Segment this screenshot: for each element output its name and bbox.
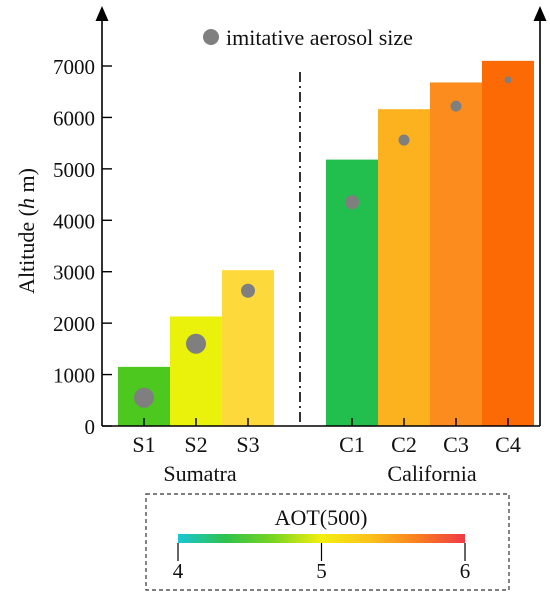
aerosol-marker-c4 (504, 76, 512, 84)
y-tick-label: 1000 (53, 364, 95, 388)
y-tick-label: 5000 (53, 158, 95, 182)
legend-marker (203, 29, 219, 45)
y-tick-label: 2000 (53, 312, 95, 336)
y-tick-label: 6000 (53, 106, 95, 130)
aerosol-marker-s2 (186, 333, 206, 354)
aerosol-marker-c1 (345, 195, 359, 210)
x-tick-label-c3: C3 (443, 432, 469, 457)
x-tick-label-c4: C4 (495, 432, 521, 457)
y-axis-ticks: 0 1000 2000 3000 4000 5000 6000 7000 (53, 55, 112, 439)
legend-marker-label: imitative aerosol size (226, 25, 413, 50)
colorbar-frame (145, 493, 510, 591)
x-axis-ticks: S1 S2 S3 C1 C2 C3 C4 (132, 418, 521, 457)
colorbar-ticks: 4 5 6 (173, 543, 471, 583)
colorbar-title: AOT(500) (275, 505, 368, 530)
aerosol-markers (134, 76, 512, 408)
colorbar-tick-label: 6 (460, 559, 471, 583)
x-tick-label-c1: C1 (339, 432, 365, 457)
y-tick-label: 3000 (53, 261, 95, 285)
y-axis-arrow-icon (95, 6, 109, 21)
x-tick-label-s1: S1 (132, 432, 155, 457)
group-label-sumatra: Sumatra (163, 461, 237, 486)
y-tick-label: 4000 (53, 209, 95, 233)
aerosol-marker-s3 (241, 283, 255, 298)
y-tick-label: 7000 (53, 55, 95, 79)
group-label-california: California (387, 461, 476, 486)
aerosol-marker-c2 (398, 134, 410, 146)
bar-c3 (430, 82, 482, 426)
y-axis-label: Altitude (h m) (14, 168, 39, 294)
colorbar-tick-label: 5 (316, 559, 327, 583)
y-tick-label: 0 (85, 415, 96, 439)
aerosol-marker-c3 (450, 100, 462, 112)
legend: imitative aerosol size (203, 25, 413, 50)
colorbar-gradient (178, 534, 465, 543)
colorbar-legend: AOT(500) 4 5 6 (145, 493, 510, 591)
aerosol-marker-s1 (134, 387, 154, 408)
right-axis-arrow-icon (533, 6, 547, 21)
bar-c2 (378, 109, 430, 426)
bar-s2 (170, 316, 222, 426)
x-tick-label-s2: S2 (184, 432, 207, 457)
bars (118, 60, 534, 426)
colorbar-tick-label: 4 (173, 559, 184, 583)
x-tick-label-s3: S3 (236, 432, 259, 457)
x-tick-label-c2: C2 (391, 432, 417, 457)
bar-c4 (482, 60, 534, 426)
